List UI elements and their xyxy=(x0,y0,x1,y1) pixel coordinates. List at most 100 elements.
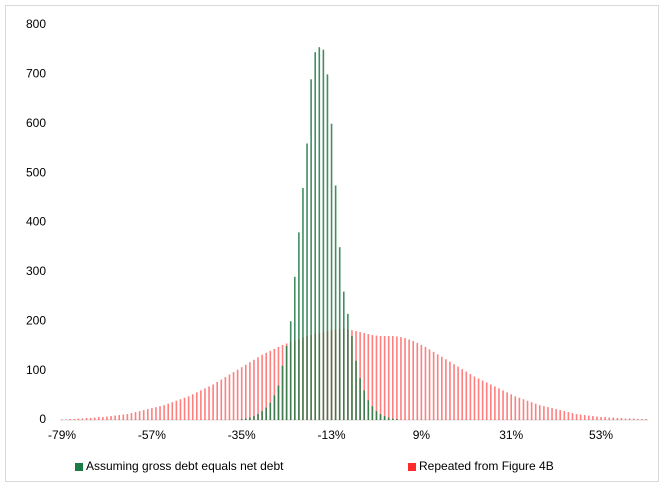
bar xyxy=(470,374,472,420)
bar xyxy=(265,408,267,420)
bar xyxy=(69,419,71,420)
bar xyxy=(278,385,280,420)
bar xyxy=(457,367,459,420)
bar xyxy=(498,388,500,420)
bar xyxy=(563,411,565,420)
bar xyxy=(404,338,406,420)
bar xyxy=(421,345,423,420)
bar xyxy=(176,401,178,420)
bar xyxy=(216,382,218,420)
bar xyxy=(494,386,496,420)
bar xyxy=(380,336,382,420)
bar xyxy=(384,416,386,420)
bar xyxy=(588,416,590,420)
bar xyxy=(335,185,337,420)
legend-label: Repeated from Figure 4B xyxy=(419,459,554,473)
bar xyxy=(351,336,353,420)
bar xyxy=(482,381,484,421)
y-tick-label: 200 xyxy=(26,313,46,327)
bar xyxy=(82,419,84,420)
bar xyxy=(180,399,182,420)
y-tick-label: 100 xyxy=(26,363,46,377)
bar xyxy=(73,419,75,420)
bar xyxy=(490,384,492,420)
bar xyxy=(608,418,610,420)
bar xyxy=(118,415,120,420)
bar xyxy=(363,390,365,420)
bar xyxy=(143,410,145,420)
x-tick-label: 9% xyxy=(413,428,431,442)
bar xyxy=(302,188,304,420)
bar xyxy=(502,390,504,420)
bar xyxy=(208,386,210,420)
bar xyxy=(372,406,374,420)
y-tick-label: 800 xyxy=(26,17,46,31)
bar xyxy=(163,405,165,420)
bar xyxy=(237,370,239,420)
bar xyxy=(151,408,153,420)
bar xyxy=(225,377,227,420)
bar xyxy=(127,414,129,420)
x-tick-label: -35% xyxy=(228,428,256,442)
bar xyxy=(171,402,173,420)
bar xyxy=(559,410,561,420)
bar xyxy=(167,404,169,420)
bar xyxy=(245,365,247,420)
bar xyxy=(318,47,320,420)
bar xyxy=(380,414,382,420)
bar xyxy=(314,52,316,420)
bar xyxy=(580,415,582,420)
bar xyxy=(474,377,476,420)
bar xyxy=(555,409,557,420)
bar xyxy=(155,407,157,420)
legend-swatch xyxy=(408,463,416,471)
bar xyxy=(290,321,292,420)
bar xyxy=(257,414,259,420)
y-tick-label: 700 xyxy=(26,67,46,81)
bar xyxy=(249,362,251,420)
bar xyxy=(617,418,619,420)
bar xyxy=(527,401,529,420)
bar xyxy=(106,417,108,420)
bar xyxy=(188,396,190,420)
bar xyxy=(416,343,418,420)
bar xyxy=(408,340,410,420)
bar xyxy=(465,372,467,420)
bar xyxy=(396,419,398,420)
bar xyxy=(331,124,333,420)
bar xyxy=(400,337,402,420)
bar xyxy=(253,416,255,420)
bar xyxy=(445,359,447,420)
bar xyxy=(543,406,545,420)
bar xyxy=(384,336,386,420)
bar xyxy=(298,232,300,420)
bar xyxy=(506,392,508,420)
bar xyxy=(86,418,88,420)
bar xyxy=(355,361,357,420)
x-tick-label: -57% xyxy=(138,428,166,442)
bar xyxy=(429,349,431,420)
y-tick-label: 300 xyxy=(26,264,46,278)
x-tick-label: -13% xyxy=(318,428,346,442)
x-tick-label: 53% xyxy=(589,428,613,442)
bar xyxy=(233,372,235,420)
bar xyxy=(98,417,100,420)
y-tick-label: 600 xyxy=(26,116,46,130)
bar xyxy=(192,394,194,420)
bar xyxy=(339,247,341,420)
bar xyxy=(376,411,378,420)
bar xyxy=(249,418,251,420)
bar xyxy=(241,367,243,420)
bar xyxy=(274,395,276,420)
x-tick-label: -79% xyxy=(48,428,76,442)
y-tick-label: 0 xyxy=(39,412,46,426)
bar xyxy=(376,336,378,420)
bar xyxy=(633,419,635,420)
bar xyxy=(539,405,541,420)
bar xyxy=(200,390,202,420)
bar xyxy=(257,357,259,420)
bar xyxy=(261,355,263,420)
bar xyxy=(510,394,512,420)
bar xyxy=(645,419,647,420)
